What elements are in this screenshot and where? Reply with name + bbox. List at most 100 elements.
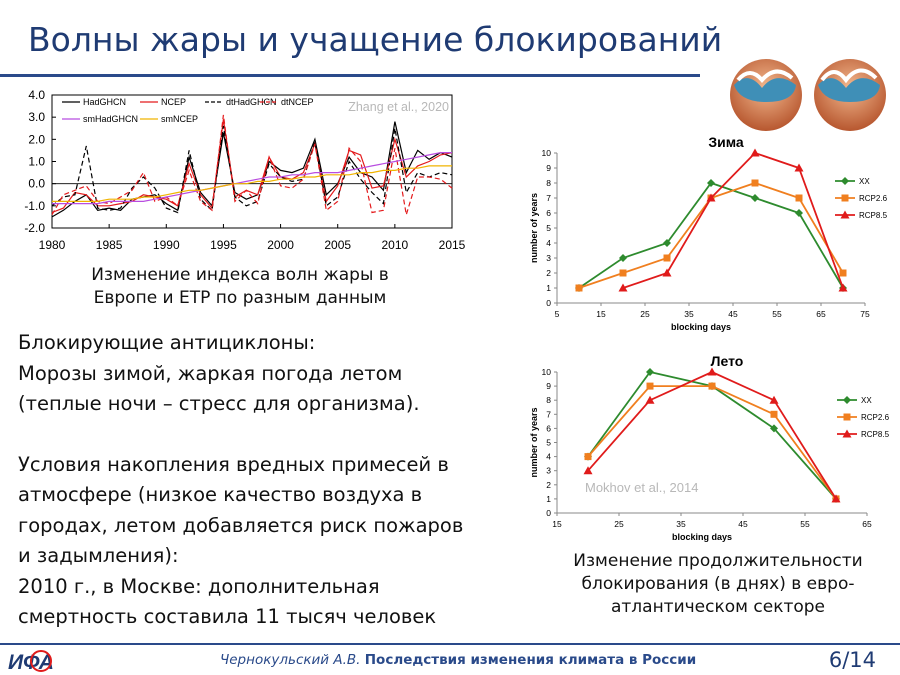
legend-marker xyxy=(843,396,851,404)
blocking-chart-caption: Изменение продолжительности блокирования… xyxy=(540,550,896,619)
data-point-RCP8.5 xyxy=(838,283,848,292)
heat-chart-caption: Изменение индекса волн жары в Европе и Е… xyxy=(40,264,440,310)
legend-marker xyxy=(842,429,852,438)
series-line-RCP8.5 xyxy=(622,151,844,289)
page-number: 6/14 xyxy=(828,648,876,672)
y-tick-label: 3 xyxy=(546,253,551,263)
y-axis-label: number of years xyxy=(529,407,539,477)
footer-credit: Чернокульский А.В. Последствия изменения… xyxy=(220,652,696,668)
legend-marker xyxy=(843,413,851,421)
y-tick-label: 5 xyxy=(546,223,551,233)
x-tick-label: 25 xyxy=(614,519,624,529)
legend-label: RCP8.5 xyxy=(861,430,890,439)
y-tick-label: 1.0 xyxy=(28,155,45,169)
x-tick-label: 75 xyxy=(860,309,870,319)
heat-caption-line-2: Европе и ЕТР по разным данным xyxy=(93,288,387,308)
body-line: Условия накопления вредных примесей в xyxy=(18,452,449,476)
chart-title: Зима xyxy=(708,134,744,150)
x-tick-label: 15 xyxy=(552,519,562,529)
data-point-RCP2.6 xyxy=(795,194,803,202)
y-tick-label: 2.0 xyxy=(28,132,45,146)
x-tick-label: 2005 xyxy=(324,238,351,252)
y-tick-label: 8 xyxy=(546,395,551,405)
legend-marker xyxy=(841,194,849,202)
data-point-XX xyxy=(751,194,759,202)
legend-label: NCEP xyxy=(161,97,186,107)
data-point-RCP2.6 xyxy=(646,382,654,390)
x-tick-label: 65 xyxy=(816,309,826,319)
y-tick-label: 0.0 xyxy=(28,177,45,191)
blocking-globes-illustration xyxy=(730,59,886,131)
body-line: 2010 г., в Москве: дополнительная xyxy=(18,574,380,598)
chart-title: Лето xyxy=(711,353,744,369)
data-point-RCP2.6 xyxy=(770,410,778,418)
footer-divider xyxy=(0,643,900,645)
y-tick-label: 0 xyxy=(546,298,551,308)
body-line: Блокирующие антициклоны: xyxy=(18,331,316,354)
data-point-XX xyxy=(795,209,803,217)
legend-label: HadGHCN xyxy=(83,97,126,107)
heat-wave-index-chart: 4.0 3.0 2.0 1.0 0.0 -1.0 -2.0 1980 1985 1990 1995 2… xyxy=(24,88,465,252)
x-tick-label: 55 xyxy=(800,519,810,529)
body-line: (теплые ночи – стресс для организма). xyxy=(18,392,420,415)
blocking-caption-line-1: Изменение продолжительности xyxy=(573,551,863,571)
x-tick-label: 45 xyxy=(738,519,748,529)
body-line: Морозы зимой, жаркая погода летом xyxy=(18,361,403,385)
legend-label: smHadGHCN xyxy=(83,114,138,124)
legend-label: XX xyxy=(861,396,872,405)
data-point-RCP2.6 xyxy=(663,254,671,262)
data-point-RCP2.6 xyxy=(575,284,583,292)
y-tick-label: 6 xyxy=(546,208,551,218)
y-tick-label: 5 xyxy=(546,438,551,448)
y-tick-label: 9 xyxy=(546,163,551,173)
data-point-RCP8.5 xyxy=(662,268,672,277)
y-tick-label: 0 xyxy=(546,508,551,518)
heat-caption-line-1: Изменение индекса волн жары в xyxy=(91,265,389,285)
legend-label: RCP2.6 xyxy=(859,194,888,203)
body-gap xyxy=(18,420,508,450)
data-point-RCP8.5 xyxy=(618,283,628,292)
y-tick-label: 10 xyxy=(542,367,552,377)
x-tick-label: 5 xyxy=(555,309,560,319)
globe-left-jet xyxy=(736,69,794,84)
y-tick-label: 4 xyxy=(546,452,551,462)
x-tick-label: 1980 xyxy=(39,238,66,252)
blocking-caption-line-3: атлантическом секторе xyxy=(610,597,826,617)
y-tick-label: -2.0 xyxy=(24,221,45,235)
legend-marker xyxy=(840,210,850,219)
body-line: городах, летом добавляется риск пожаров xyxy=(18,513,464,537)
body-line: атмосфере (низкое качество воздуха в xyxy=(18,483,423,506)
legend-label: dtHadGHCN xyxy=(226,97,277,107)
slide-title: Волны жары и учащение блокирований xyxy=(28,20,723,59)
data-point-RCP8.5 xyxy=(769,395,779,404)
y-tick-label: 6 xyxy=(546,423,551,433)
y-tick-label: 1 xyxy=(546,494,551,504)
blocking-caption-line-2: блокирования (в днях) в евро- xyxy=(581,574,855,594)
legend-marker xyxy=(841,177,849,185)
footer-author: Чернокульский А.В. xyxy=(220,652,361,668)
x-tick-label: 45 xyxy=(728,309,738,319)
logo-ring xyxy=(30,650,52,672)
x-tick-label: 25 xyxy=(640,309,650,319)
body-line: смертность составила 11 тысяч человек xyxy=(18,605,437,628)
series-line-dtNCEP xyxy=(51,114,453,215)
y-tick-label: 10 xyxy=(542,148,552,158)
legend-label: RCP2.6 xyxy=(861,413,890,422)
x-tick-label: 55 xyxy=(772,309,782,319)
x-tick-label: 1990 xyxy=(153,238,180,252)
globe-left-ocean xyxy=(734,78,796,102)
title-divider xyxy=(0,74,700,77)
data-point-RCP8.5 xyxy=(706,193,716,202)
data-point-RCP8.5 xyxy=(794,163,804,172)
ifa-logo: ИФА xyxy=(8,650,54,674)
legend-label: XX xyxy=(859,177,870,186)
series-line-smNCEP xyxy=(52,165,452,203)
legend-label: RCP8.5 xyxy=(859,211,888,220)
x-tick-label: 35 xyxy=(684,309,694,319)
x-tick-label: 15 xyxy=(596,309,606,319)
data-point-RCP8.5 xyxy=(750,148,760,157)
body-line: и задымления): xyxy=(18,544,179,567)
y-tick-label: 4 xyxy=(546,238,551,248)
body-text: Блокирующие антициклоны: Морозы зимой, ж… xyxy=(18,328,508,633)
